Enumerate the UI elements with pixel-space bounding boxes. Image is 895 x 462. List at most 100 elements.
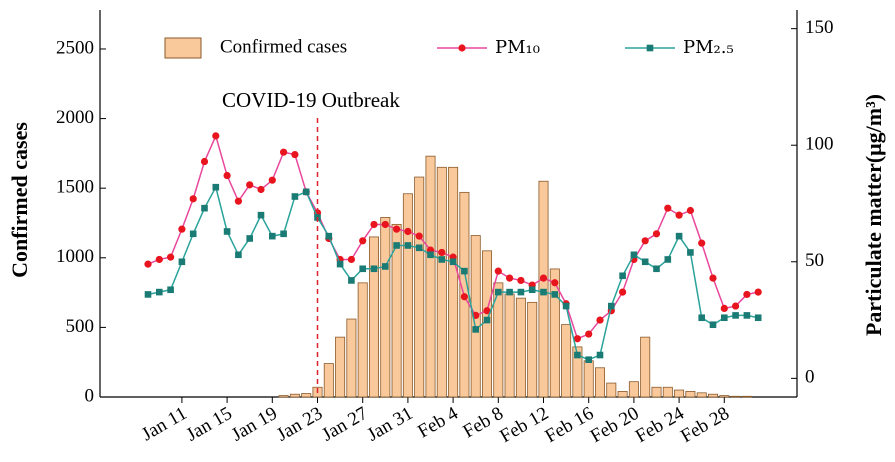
x-tick-label: Feb 12 [496, 403, 552, 447]
marker [754, 288, 762, 296]
bar [685, 391, 696, 398]
legend-label: PM₂.₅ [683, 37, 734, 58]
x-tick-label: Feb 16 [542, 403, 598, 447]
marker [664, 204, 672, 212]
marker [302, 188, 310, 196]
marker [235, 251, 242, 259]
bar [346, 318, 357, 398]
marker [641, 258, 649, 266]
marker [754, 314, 762, 322]
marker [415, 244, 423, 252]
marker [743, 312, 751, 319]
marker [585, 330, 593, 338]
bar [391, 223, 402, 398]
marker [506, 274, 514, 282]
legend-marker [458, 44, 466, 52]
marker [472, 326, 479, 333]
marker [551, 279, 559, 287]
bar [606, 382, 617, 398]
marker [675, 211, 683, 219]
marker [393, 242, 400, 249]
bar [323, 363, 334, 398]
marker [201, 204, 208, 212]
bar [448, 166, 459, 398]
y-tick-label: 0 [85, 385, 95, 406]
marker [359, 237, 367, 245]
marker [573, 335, 582, 343]
marker [585, 356, 592, 363]
marker [540, 288, 547, 296]
marker [189, 230, 197, 238]
marker [574, 351, 581, 359]
marker [291, 193, 299, 200]
marker [381, 220, 389, 229]
marker [200, 157, 209, 166]
bar [504, 293, 515, 398]
bar [583, 360, 594, 398]
bar [708, 393, 719, 398]
marker [144, 260, 152, 268]
marker [653, 265, 660, 273]
y-tick-label: 2500 [56, 37, 94, 58]
bar [730, 395, 741, 398]
bar [436, 166, 447, 398]
bar [719, 395, 730, 398]
bar [425, 155, 436, 398]
marker [189, 195, 197, 203]
bar [696, 392, 707, 398]
marker [212, 132, 220, 140]
x-tick-label: Feb 20 [587, 403, 643, 447]
marker [404, 227, 412, 236]
x-tick-label: Feb 4 [414, 403, 462, 443]
marker [551, 291, 559, 298]
marker [596, 351, 604, 359]
bar [414, 176, 425, 398]
x-tick-label: Jan 15 [183, 403, 236, 446]
marker [483, 307, 491, 315]
x-tick-label: Jan 27 [318, 403, 371, 446]
legend-swatch [164, 37, 202, 59]
bar [380, 217, 391, 398]
marker [517, 276, 525, 285]
marker [608, 302, 615, 310]
marker [393, 225, 401, 233]
marker [167, 286, 174, 294]
legend-marker [646, 44, 654, 52]
bar [651, 386, 662, 398]
marker [619, 272, 626, 280]
legend-label: Confirmed cases [220, 36, 347, 57]
marker [246, 235, 253, 242]
bar [674, 389, 685, 398]
y2-axis-title: Particulate matter(μg/m³) [861, 94, 886, 336]
x-tick-label: Jan 23 [273, 403, 326, 446]
marker [709, 321, 717, 329]
marker [415, 232, 423, 240]
bar [357, 282, 368, 398]
marker [144, 291, 152, 298]
y-tick-label: 1000 [56, 246, 94, 267]
y-axis-title: Confirmed cases [7, 122, 32, 278]
y-tick-label: 1500 [56, 177, 94, 198]
y2-tick-label: 0 [805, 367, 815, 388]
marker [619, 288, 627, 296]
marker [404, 242, 412, 249]
marker [652, 230, 661, 238]
y2-tick-label: 50 [805, 250, 824, 271]
marker [347, 255, 355, 264]
marker [336, 260, 344, 268]
marker [721, 314, 728, 322]
marker [641, 237, 649, 245]
marker [438, 256, 446, 263]
bar [572, 346, 583, 398]
marker [732, 302, 740, 310]
marker [743, 290, 751, 299]
marker [291, 150, 299, 159]
bar [515, 297, 526, 398]
x-tick-label: Feb 24 [632, 403, 688, 448]
marker [212, 183, 220, 191]
bar [368, 236, 379, 398]
y-tick-label: 2000 [56, 107, 94, 128]
marker [268, 176, 276, 184]
marker [280, 148, 288, 156]
